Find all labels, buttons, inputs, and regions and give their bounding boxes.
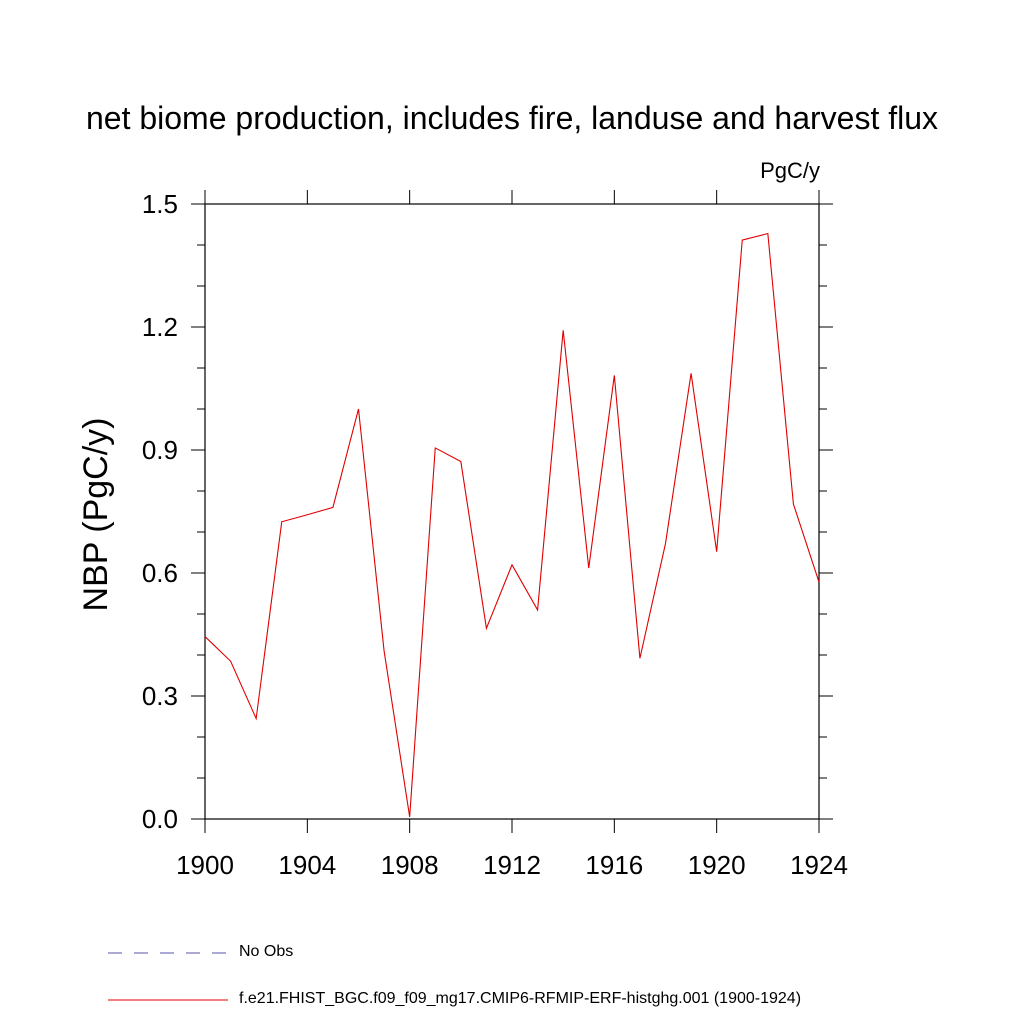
series-line-0 bbox=[204, 232, 820, 818]
x-tick-label: 1916 bbox=[585, 850, 643, 880]
y-tick-label: 1.5 bbox=[142, 189, 178, 219]
chart-title: net biome production, includes fire, lan… bbox=[85, 100, 939, 136]
x-tick-label: 1900 bbox=[176, 850, 234, 880]
y-tick-label: 1.2 bbox=[142, 312, 178, 342]
y-tick-label: 0.6 bbox=[142, 558, 178, 588]
x-tick-label: 1924 bbox=[790, 850, 848, 880]
axis-ticks bbox=[191, 190, 833, 833]
x-tick-label: 1912 bbox=[483, 850, 541, 880]
y-tick-label: 0.0 bbox=[142, 804, 178, 834]
legend-label-model: f.e21.FHIST_BGC.f09_f09_mg17.CMIP6-RFMIP… bbox=[239, 990, 802, 1007]
units-label: PgC/y bbox=[760, 158, 820, 183]
legend bbox=[108, 952, 228, 1001]
x-tick-label: 1908 bbox=[381, 850, 439, 880]
series-layer bbox=[204, 232, 820, 818]
y-axis-label: NBP (PgC/y) bbox=[77, 418, 115, 612]
x-tick-label: 1904 bbox=[278, 850, 336, 880]
y-tick-label: 0.3 bbox=[142, 681, 178, 711]
tick-labels: 1900 1904 1908 1912 1916 1920 1924 0.0 0.3 0.6 0.9… bbox=[142, 189, 848, 880]
y-tick-label: 0.9 bbox=[142, 435, 178, 465]
plot-frame bbox=[204, 203, 820, 820]
legend-label-no-obs: No Obs bbox=[239, 943, 294, 960]
x-tick-label: 1920 bbox=[688, 850, 746, 880]
